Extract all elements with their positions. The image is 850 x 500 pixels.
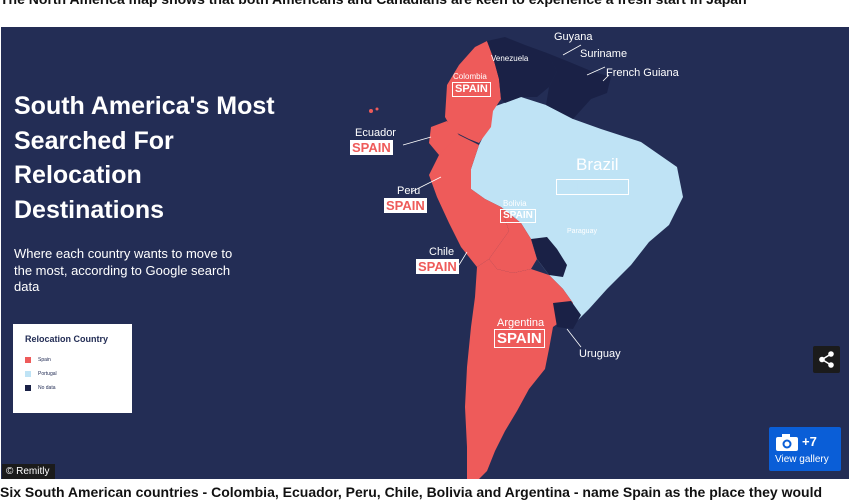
brazil-region: [471, 97, 683, 323]
infographic-map-image[interactable]: South America's Most Searched For Reloca…: [1, 27, 849, 479]
bottom-article-caption: Six South American countries - Colombia,…: [0, 484, 823, 500]
tag-ecuador-spain: SPAIN: [350, 140, 393, 155]
legend-title: Relocation Country: [25, 334, 109, 344]
bolivia-region: [489, 207, 537, 273]
label-brazil: Brazil: [576, 155, 619, 174]
tag-colombia-spain: SPAIN: [452, 82, 491, 97]
label-argentina: Argentina: [497, 317, 545, 329]
tag-argentina-spain: SPAIN: [494, 329, 545, 348]
colombia-region: [445, 41, 501, 143]
label-peru: Peru: [397, 185, 421, 197]
gallery-count: +7: [802, 434, 817, 449]
label-uruguay: Uruguay: [579, 348, 621, 360]
guyanas-region: [546, 53, 611, 119]
legend-swatch-portugal: [25, 371, 31, 377]
infographic-subtext: Where each country wants to move to the …: [14, 246, 233, 294]
venezuela-region: [487, 37, 557, 103]
share-button[interactable]: [813, 346, 840, 373]
label-chile: Chile: [429, 246, 455, 258]
legend-label-no-data: No data: [38, 385, 56, 391]
view-gallery-button[interactable]: +7 View gallery: [769, 427, 841, 471]
image-credit: © Remitly: [2, 464, 56, 479]
tag-brazil-portugal: PORTUGAL: [556, 179, 630, 195]
legend-label-spain: Spain: [38, 357, 51, 363]
legend-swatch-spain: [25, 357, 31, 363]
top-article-caption: The North America map shows that both Am…: [0, 0, 850, 9]
label-paraguay: Paraguay: [567, 228, 597, 235]
label-bolivia: Bolivia: [503, 199, 527, 208]
south-america-map: [369, 37, 683, 479]
peru-region: [429, 135, 509, 267]
label-guyana: Guyana: [554, 31, 593, 43]
camera-icon: [776, 434, 798, 451]
tag-bolivia-spain: SPAIN: [500, 209, 536, 223]
label-venezuela: Venezuela: [491, 54, 529, 63]
label-colombia: Colombia: [453, 72, 487, 81]
paraguay-region: [531, 237, 567, 277]
gallery-label: View gallery: [775, 454, 829, 465]
share-icon: [819, 351, 834, 368]
chile-argentina-region: [465, 259, 573, 479]
uruguay-region: [553, 301, 581, 329]
legend-swatch-no-data: [25, 385, 31, 391]
legend-label-portugal: Portugal: [38, 371, 57, 377]
label-suriname: Suriname: [580, 48, 628, 60]
infographic-headline: South America's Most Searched For Reloca…: [14, 92, 275, 224]
legend-box: Relocation Country Spain Portugal No dat…: [13, 324, 132, 413]
label-french-guiana: French Guiana: [606, 67, 679, 79]
label-ecuador: Ecuador: [355, 127, 396, 139]
tag-peru-spain: SPAIN: [384, 198, 427, 213]
tag-chile-spain: SPAIN: [416, 259, 459, 274]
